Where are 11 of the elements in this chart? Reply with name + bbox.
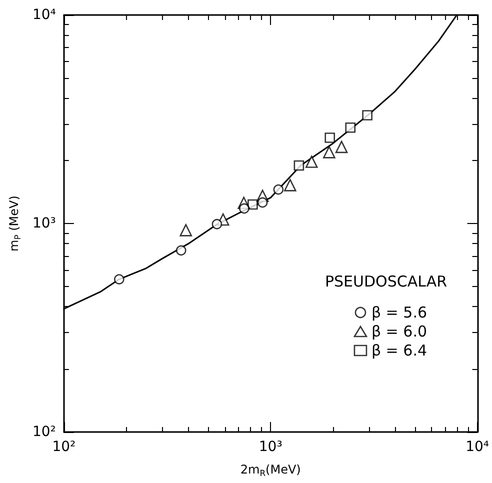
legend-label: β = 5.6 (371, 304, 428, 322)
legend-label: β = 6.0 (371, 322, 428, 340)
x-tick-label: 10² (52, 439, 76, 455)
legend-title: PSEUDOSCALAR (324, 272, 448, 290)
y-axis-title: mP (MeV) (7, 196, 23, 252)
legend-label: β = 6.4 (371, 342, 428, 360)
y-tick-label: 10³ (32, 216, 56, 232)
x-tick-label: 10³ (258, 439, 282, 455)
x-tick-label: 10⁴ (466, 439, 490, 455)
y-tick-label: 10² (32, 424, 56, 440)
y-tick-label: 10⁴ (32, 7, 56, 23)
